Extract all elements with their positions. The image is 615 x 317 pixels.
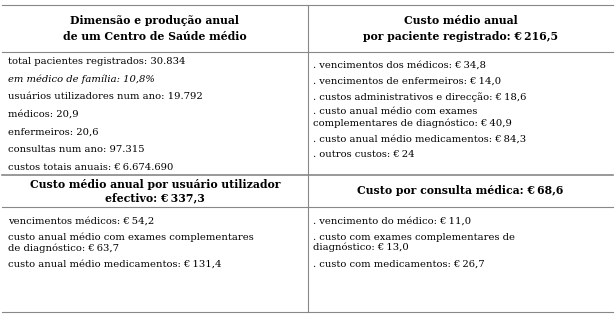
Text: . vencimentos dos médicos: € 34,8: . vencimentos dos médicos: € 34,8 (313, 61, 486, 70)
Text: Custo médio anual por usuário utilizador: Custo médio anual por usuário utilizador (30, 178, 280, 190)
Text: de um Centro de Saúde médio: de um Centro de Saúde médio (63, 30, 247, 42)
Text: . custos administrativos e direcção: € 18,6: . custos administrativos e direcção: € 1… (313, 92, 526, 102)
Text: por paciente registrado: € 216,5: por paciente registrado: € 216,5 (363, 30, 558, 42)
Text: total pacientes registrados: 30.834: total pacientes registrados: 30.834 (8, 57, 186, 66)
Text: custos totais anuais: € 6.674.690: custos totais anuais: € 6.674.690 (8, 163, 173, 171)
Text: custo anual médio medicamentos: € 131,4: custo anual médio medicamentos: € 131,4 (8, 260, 221, 268)
Text: médicos: 20,9: médicos: 20,9 (8, 110, 79, 119)
Text: . vencimento do médico: € 11,0: . vencimento do médico: € 11,0 (313, 217, 471, 226)
Text: . custo com exames complementares de
diagnóstico: € 13,0: . custo com exames complementares de dia… (313, 232, 515, 253)
Text: custo anual médio com exames complementares
de diagnóstico: € 63,7: custo anual médio com exames complementa… (8, 232, 254, 253)
Text: em médico de família: 10,8%: em médico de família: 10,8% (8, 74, 155, 84)
Text: usuários utilizadores num ano: 19.792: usuários utilizadores num ano: 19.792 (8, 92, 203, 101)
Text: consultas num ano: 97.315: consultas num ano: 97.315 (8, 145, 145, 154)
Text: Custo médio anual: Custo médio anual (403, 15, 517, 25)
Text: . custo anual médio medicamentos: € 84,3: . custo anual médio medicamentos: € 84,3 (313, 134, 526, 144)
Text: vencimentos médicos: € 54,2: vencimentos médicos: € 54,2 (8, 217, 154, 226)
Text: efectivo: € 337,3: efectivo: € 337,3 (105, 192, 205, 204)
Text: . custo anual médio com exames
complementares de diagnóstico: € 40,9: . custo anual médio com exames complemen… (313, 107, 512, 127)
Text: . outros custos: € 24: . outros custos: € 24 (313, 150, 415, 159)
Text: enfermeiros: 20,6: enfermeiros: 20,6 (8, 127, 98, 136)
Text: Dimensão e produção anual: Dimensão e produção anual (71, 15, 239, 25)
Text: . custo com medicamentos: € 26,7: . custo com medicamentos: € 26,7 (313, 260, 485, 268)
Text: . vencimentos de enfermeiros: € 14,0: . vencimentos de enfermeiros: € 14,0 (313, 76, 501, 86)
Text: Custo por consulta médica: € 68,6: Custo por consulta médica: € 68,6 (357, 185, 564, 197)
